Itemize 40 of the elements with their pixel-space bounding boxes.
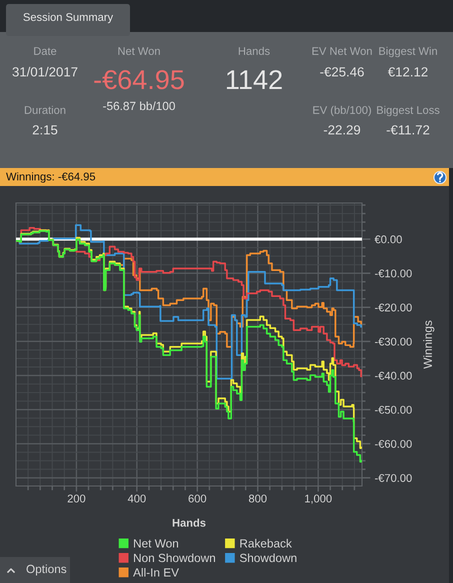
x-axis-title: Hands — [172, 518, 206, 527]
y-tick-label: -€60.00 — [374, 440, 412, 448]
text: EV (bb/100) — [313, 106, 371, 116]
x-tick-label: 200 — [68, 494, 86, 502]
legend-label: All-In EV — [133, 568, 179, 577]
text: Date — [34, 47, 56, 55]
x-tick-label: 1,000 — [305, 494, 332, 504]
text: 31/01/2017 — [12, 66, 78, 77]
text: Hands — [238, 46, 270, 55]
text: €12.12 — [388, 67, 428, 77]
text: 1142 — [226, 70, 282, 90]
text: EV Net Won — [312, 47, 372, 55]
text: Duration — [24, 106, 66, 114]
legend-label: Non Showdown — [134, 553, 215, 562]
legend-label: Showdown — [240, 553, 296, 562]
x-tick-label: 400 — [128, 494, 146, 502]
text: Biggest Loss — [377, 106, 440, 116]
text: -€25.46 — [320, 67, 364, 77]
y-axis-title: Winnings — [423, 320, 434, 369]
y-tick-label: -€40.00 — [374, 372, 412, 380]
y-tick-label: -€10.00 — [374, 270, 412, 278]
chart-title: Winnings: -€64.95 — [6, 172, 96, 183]
y-tick-label: €0.00 — [374, 235, 402, 244]
text: -€11.72 — [386, 125, 430, 135]
text: Session Summary — [23, 12, 114, 24]
text: Biggest Win — [379, 46, 437, 58]
text: 2:15 — [32, 125, 58, 135]
y-tick-label: -€50.00 — [374, 406, 412, 414]
x-tick-label: 800 — [248, 494, 267, 502]
y-tick-label: -€20.00 — [374, 304, 412, 312]
y-tick-label: -€70.00 — [374, 474, 412, 482]
legend-label: Rakeback — [240, 538, 292, 548]
text: -56.87 bb/100 — [103, 101, 175, 110]
x-tick-label: 600 — [188, 494, 206, 502]
text: -€64.95 — [94, 70, 184, 90]
y-tick-label: -€30.00 — [374, 338, 412, 346]
legend-label: Net Won — [134, 539, 178, 548]
text: Net Won — [118, 47, 160, 55]
text: Options — [26, 564, 66, 576]
text: -22.29 — [324, 125, 360, 135]
